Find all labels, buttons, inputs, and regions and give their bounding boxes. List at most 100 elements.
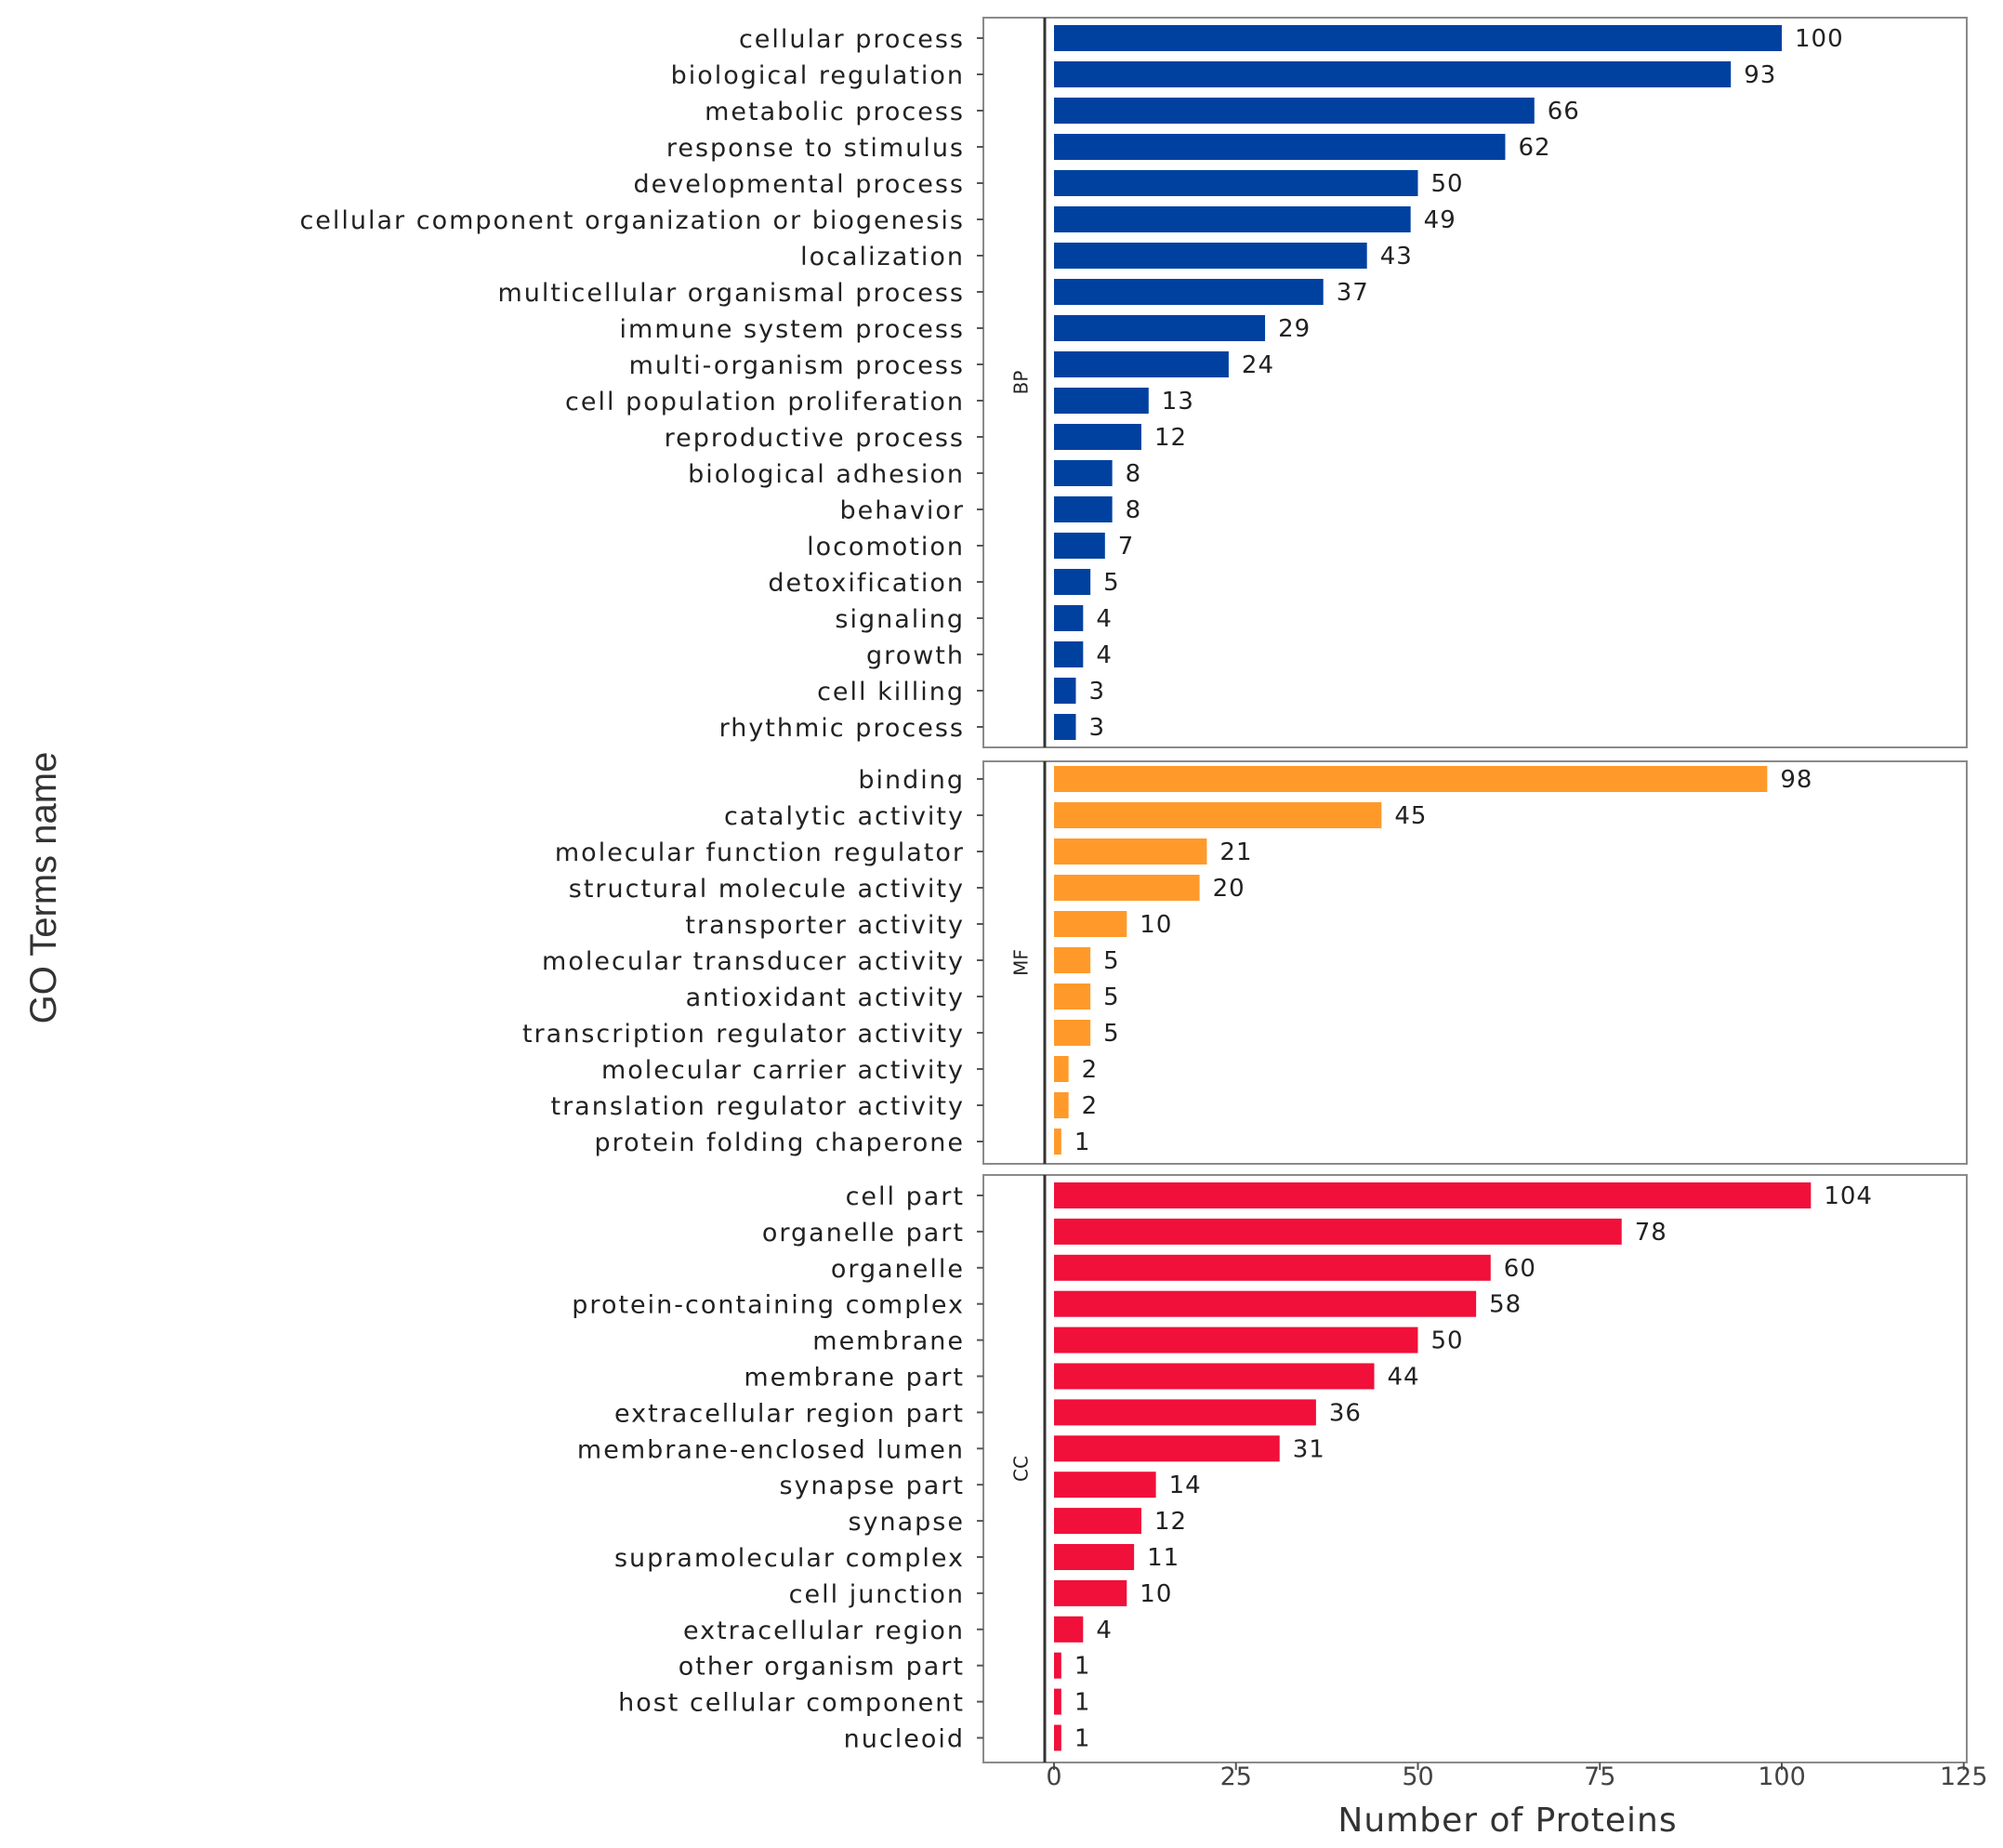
data-label: 66 bbox=[1548, 98, 1580, 125]
data-label: 31 bbox=[1293, 1435, 1325, 1463]
bar bbox=[1054, 1435, 1280, 1462]
category-label: localization bbox=[800, 243, 965, 271]
x-tick-label: 25 bbox=[1220, 1762, 1252, 1791]
data-label: 5 bbox=[1103, 947, 1120, 975]
bar bbox=[1054, 1092, 1069, 1118]
data-label: 2 bbox=[1082, 1056, 1099, 1084]
category-label: immune system process bbox=[620, 315, 965, 344]
category-label: organelle bbox=[831, 1255, 965, 1284]
data-label: 36 bbox=[1329, 1399, 1362, 1427]
bar bbox=[1054, 766, 1768, 792]
data-label: 1 bbox=[1074, 1653, 1091, 1681]
data-label: 7 bbox=[1118, 533, 1135, 561]
panel-mf: MF binding 98 catalytic activity 45 molecular… bbox=[522, 760, 1968, 1165]
data-label: 4 bbox=[1096, 1617, 1113, 1644]
data-label: 5 bbox=[1103, 1020, 1120, 1048]
category-label: molecular function regulator bbox=[555, 838, 965, 867]
category-label: cellular process bbox=[739, 25, 965, 54]
data-label: 5 bbox=[1103, 983, 1120, 1011]
category-label: rhythmic process bbox=[719, 714, 965, 743]
data-label: 98 bbox=[1780, 766, 1812, 794]
category-label: detoxification bbox=[768, 569, 965, 598]
category-label: synapse part bbox=[780, 1472, 965, 1500]
bar bbox=[1054, 1254, 1491, 1281]
category-label: developmental process bbox=[634, 170, 966, 199]
category-label: structural molecule activity bbox=[569, 875, 965, 904]
strip-label: CC bbox=[1010, 1456, 1033, 1482]
data-label: 50 bbox=[1431, 170, 1464, 198]
bar bbox=[1054, 206, 1411, 232]
category-label: host cellular component bbox=[618, 1689, 965, 1718]
category-label: synapse bbox=[848, 1508, 965, 1537]
x-axis: 0 25 50 75 100 125 bbox=[1046, 1762, 1988, 1791]
data-label: 2 bbox=[1082, 1092, 1099, 1120]
data-label: 8 bbox=[1126, 460, 1142, 488]
x-axis-title: Number of Proteins bbox=[1338, 1802, 1677, 1840]
x-tick-label: 100 bbox=[1758, 1762, 1806, 1791]
data-label: 5 bbox=[1103, 569, 1120, 597]
category-label: cell junction bbox=[789, 1580, 965, 1609]
data-label: 20 bbox=[1213, 875, 1245, 903]
category-label: extracellular region bbox=[683, 1617, 965, 1645]
bar bbox=[1054, 1020, 1091, 1046]
bar bbox=[1054, 1544, 1135, 1570]
category-label: binding bbox=[858, 766, 965, 795]
data-label: 14 bbox=[1169, 1472, 1202, 1499]
bar bbox=[1054, 714, 1076, 740]
x-tick-label: 50 bbox=[1402, 1762, 1433, 1791]
bar bbox=[1054, 838, 1207, 865]
category-label: reproductive process bbox=[665, 424, 965, 453]
bar bbox=[1054, 1290, 1477, 1317]
strip-label: BP bbox=[1010, 371, 1033, 395]
category-label: protein-containing complex bbox=[572, 1291, 965, 1320]
category-label: locomotion bbox=[807, 533, 965, 561]
bar bbox=[1054, 315, 1266, 341]
data-label: 62 bbox=[1518, 134, 1550, 162]
category-label: membrane part bbox=[744, 1364, 965, 1393]
category-label: cellular component organization or bioge… bbox=[299, 206, 965, 235]
bar bbox=[1054, 802, 1382, 828]
category-label: biological adhesion bbox=[688, 460, 965, 489]
data-label: 29 bbox=[1278, 315, 1311, 343]
panel-border bbox=[982, 17, 1968, 748]
data-label: 58 bbox=[1489, 1291, 1522, 1319]
data-label: 21 bbox=[1219, 838, 1252, 866]
category-label: behavior bbox=[839, 496, 965, 525]
data-label: 37 bbox=[1337, 279, 1369, 307]
data-label: 1 bbox=[1074, 1689, 1091, 1717]
category-label: molecular transducer activity bbox=[542, 947, 965, 976]
bar bbox=[1054, 25, 1782, 51]
category-label: membrane-enclosed lumen bbox=[577, 1435, 965, 1464]
bar bbox=[1054, 983, 1091, 1010]
data-label: 10 bbox=[1140, 1580, 1172, 1608]
category-label: translation regulator activity bbox=[551, 1092, 966, 1121]
category-label: molecular carrier activity bbox=[601, 1056, 965, 1085]
category-label: catalytic activity bbox=[724, 802, 965, 831]
bar bbox=[1054, 279, 1324, 305]
data-label: 8 bbox=[1126, 496, 1142, 524]
bar bbox=[1054, 1616, 1084, 1643]
data-label: 78 bbox=[1635, 1219, 1667, 1247]
data-label: 100 bbox=[1795, 25, 1844, 53]
strip-label: MF bbox=[1010, 949, 1033, 976]
category-label: organelle part bbox=[762, 1219, 965, 1247]
category-label: metabolic process bbox=[705, 98, 965, 126]
x-tick-label: 75 bbox=[1584, 1762, 1615, 1791]
bar bbox=[1054, 678, 1076, 704]
bar bbox=[1054, 641, 1084, 667]
bar bbox=[1054, 947, 1091, 973]
data-label: 93 bbox=[1744, 61, 1776, 89]
bar bbox=[1054, 243, 1367, 269]
panel-border bbox=[982, 760, 1968, 1165]
data-label: 60 bbox=[1504, 1255, 1536, 1283]
bar bbox=[1054, 460, 1113, 486]
bar bbox=[1054, 911, 1127, 937]
data-label: 45 bbox=[1394, 802, 1427, 830]
category-label: supramolecular complex bbox=[614, 1544, 965, 1573]
bar bbox=[1054, 1363, 1375, 1390]
category-label: response to stimulus bbox=[666, 134, 965, 163]
bar bbox=[1054, 605, 1084, 631]
data-label: 44 bbox=[1388, 1364, 1420, 1392]
category-label: cell part bbox=[846, 1182, 965, 1211]
data-label: 11 bbox=[1147, 1544, 1179, 1572]
